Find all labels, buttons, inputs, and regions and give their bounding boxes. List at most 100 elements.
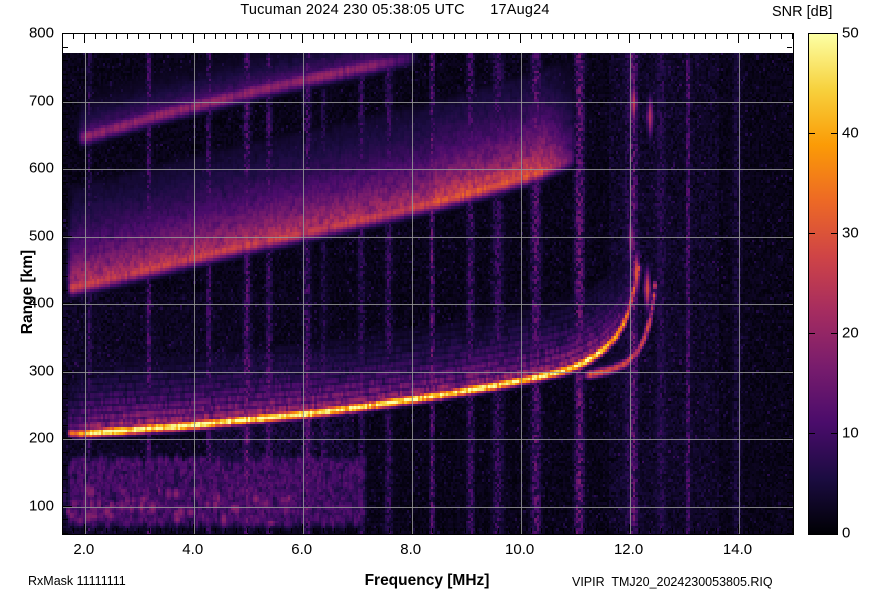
x-minor-tick-top (508, 34, 510, 39)
colorbar-title: SNR [dB] (772, 4, 833, 20)
y-minor-tick-left (63, 60, 68, 62)
x-minor-tick-bottom (781, 528, 783, 533)
y-minor-tick-right (787, 46, 792, 48)
x-minor-tick-bottom (552, 528, 554, 533)
y-minor-tick-left (63, 397, 68, 399)
y-tick-label: 500 (28, 227, 54, 245)
x-minor-tick-bottom (683, 528, 685, 533)
y-axis-title: Range [km] (19, 249, 36, 335)
y-minor-tick-right (787, 411, 792, 413)
y-major-tick-left (63, 33, 72, 34)
x-tick-label: 8.0 (400, 541, 422, 558)
y-major-tick-right (783, 168, 792, 170)
y-minor-tick-right (787, 276, 792, 278)
y-minor-tick-right (787, 357, 792, 359)
y-minor-tick-left (63, 465, 68, 467)
x-minor-tick-top (225, 34, 227, 39)
x-minor-tick-top (127, 34, 129, 39)
x-minor-tick-top (116, 34, 118, 39)
y-major-tick-left (63, 370, 72, 372)
x-minor-tick-bottom (377, 528, 379, 533)
x-minor-tick-top (247, 34, 249, 39)
colorbar[interactable] (808, 33, 838, 535)
x-major-tick-bottom (519, 524, 521, 533)
x-minor-tick-top (541, 34, 543, 39)
y-minor-tick-right (787, 397, 792, 399)
x-minor-tick-bottom (465, 528, 467, 533)
colorbar-tick (831, 333, 837, 334)
y-tick-label: 100 (28, 497, 54, 515)
y-minor-tick-left (63, 222, 68, 224)
x-minor-tick-top (715, 34, 717, 39)
y-major-tick-right (783, 370, 792, 372)
colorbar-tick-label: 30 (842, 224, 859, 242)
y-minor-tick-left (63, 357, 68, 359)
x-minor-tick-bottom (715, 528, 717, 533)
y-major-tick-right (783, 100, 792, 102)
x-minor-tick-top (781, 34, 783, 39)
y-minor-tick-left (63, 208, 68, 210)
x-minor-tick-top (650, 34, 652, 39)
x-minor-tick-bottom (356, 528, 358, 533)
x-major-tick-top (410, 34, 412, 43)
x-minor-tick-bottom (639, 528, 641, 533)
x-minor-tick-top (312, 34, 314, 39)
y-major-tick-left (63, 303, 72, 305)
colorbar-tick-label: 50 (842, 24, 859, 42)
x-minor-tick-bottom (247, 528, 249, 533)
x-minor-tick-top (399, 34, 401, 39)
colorbar-tick (809, 233, 815, 234)
y-minor-tick-left (63, 343, 68, 345)
x-minor-tick-top (497, 34, 499, 39)
y-minor-tick-left (63, 87, 68, 89)
x-minor-tick-top (617, 34, 619, 39)
x-minor-tick-bottom (334, 528, 336, 533)
y-minor-tick-right (787, 73, 792, 75)
x-minor-tick-bottom (170, 528, 172, 533)
y-minor-tick-right (787, 478, 792, 480)
x-minor-tick-top (759, 34, 761, 39)
y-tick-label: 700 (28, 92, 54, 110)
colorbar-gradient (809, 34, 837, 534)
y-tick-label: 600 (28, 159, 54, 177)
x-minor-tick-top (421, 34, 423, 39)
y-minor-tick-right (787, 154, 792, 156)
colorbar-tick (831, 433, 837, 434)
ionogram-heatmap-canvas (63, 34, 793, 534)
colorbar-tick (809, 133, 815, 134)
x-minor-tick-bottom (62, 528, 63, 533)
x-minor-tick-top (792, 34, 793, 39)
x-minor-tick-bottom (770, 528, 772, 533)
x-minor-tick-top (203, 34, 205, 39)
y-minor-tick-left (63, 141, 68, 143)
colorbar-tick (831, 233, 837, 234)
x-tick-label: 6.0 (291, 541, 313, 558)
x-minor-tick-bottom (388, 528, 390, 533)
x-minor-tick-bottom (759, 528, 761, 533)
y-minor-tick-left (63, 424, 68, 426)
y-minor-tick-right (787, 424, 792, 426)
x-major-tick-top (737, 34, 739, 43)
y-major-tick-left (63, 235, 72, 237)
y-minor-tick-left (63, 519, 68, 521)
x-minor-tick-top (530, 34, 532, 39)
x-minor-tick-bottom (160, 528, 162, 533)
y-major-tick-right (783, 505, 792, 507)
x-minor-tick-bottom (127, 528, 129, 533)
x-major-tick-bottom (737, 524, 739, 533)
y-minor-tick-left (63, 533, 68, 534)
y-minor-tick-left (63, 276, 68, 278)
x-minor-tick-bottom (236, 528, 238, 533)
x-minor-tick-top (486, 34, 488, 39)
x-tick-label: 4.0 (182, 541, 204, 558)
y-major-tick-right (783, 438, 792, 440)
x-minor-tick-bottom (617, 528, 619, 533)
x-minor-tick-bottom (541, 528, 543, 533)
ionogram-plot-area[interactable] (62, 33, 794, 535)
x-minor-tick-top (367, 34, 369, 39)
x-minor-tick-bottom (661, 528, 663, 533)
x-minor-tick-bottom (116, 528, 118, 533)
x-minor-tick-top (345, 34, 347, 39)
x-minor-tick-bottom (606, 528, 608, 533)
x-minor-tick-bottom (726, 528, 728, 533)
